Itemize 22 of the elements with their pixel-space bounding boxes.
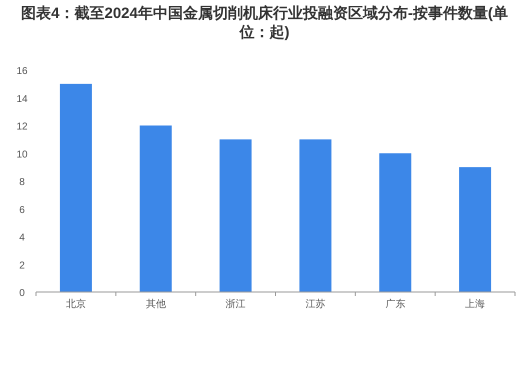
bar [220,139,252,292]
x-tick-label: 北京 [66,298,86,310]
chart-title: 图表4：截至2024年中国金属切削机床行业投融资区域分布-按事件数量(单位：起) [20,4,509,42]
bar [379,153,412,292]
y-tick-label: 12 [16,122,28,132]
x-tick-label: 其他 [146,298,166,310]
x-tick-label: 江苏 [305,298,326,310]
y-tick-label: 8 [19,177,26,188]
bar [140,126,172,292]
y-tick-label: 16 [16,66,28,77]
y-tick-label: 10 [16,149,28,160]
bar [459,167,492,292]
x-tick-label: 浙江 [226,298,246,310]
y-tick-label: 4 [19,232,26,244]
x-tick-label: 上海 [465,298,486,310]
y-tick-label: 0 [19,288,26,299]
y-tick-label: 6 [19,204,26,216]
y-tick-label: 14 [16,94,28,105]
bar [299,139,332,292]
bar [60,84,92,292]
y-tick-label: 2 [19,260,26,272]
x-tick-label: 广东 [385,298,406,310]
